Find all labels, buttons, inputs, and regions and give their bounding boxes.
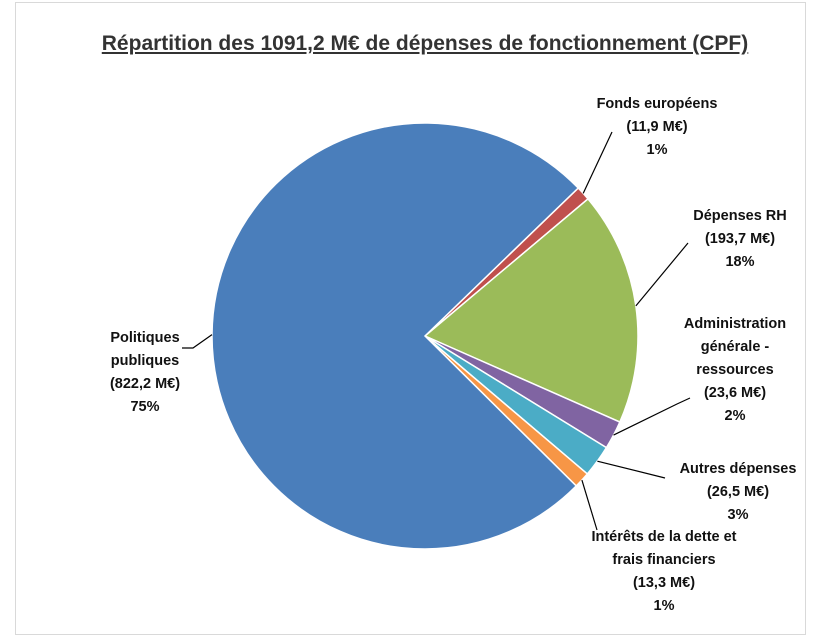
value-label: (193,7 M€) xyxy=(704,231,776,247)
data-label: Administration générale - ressources (23,… xyxy=(670,313,800,428)
category-label: Intérêts de la dette et frais financiers xyxy=(591,529,737,568)
pie-slice xyxy=(423,197,639,424)
percent-label: 3% xyxy=(727,507,749,523)
data-label: Autres dépenses (26,5 M€) 3% xyxy=(663,458,813,527)
pie-slice xyxy=(211,122,580,550)
percent-label: 1% xyxy=(646,142,668,158)
data-label: Politiques publiques (822,2 M€) 75% xyxy=(95,327,195,419)
chart-title: Répartition des 1091,2 M€ de dépenses de… xyxy=(101,32,749,55)
value-label: (11,9 M€) xyxy=(626,119,688,135)
percent-label: 1% xyxy=(653,598,675,614)
category-label: Politiques publiques xyxy=(110,330,180,369)
data-label: Intérêts de la dette et frais financiers… xyxy=(584,526,744,618)
leader-line xyxy=(182,334,213,349)
category-label: Dépenses RH xyxy=(693,208,787,224)
value-label: (26,5 M€) xyxy=(706,484,770,500)
leader-line xyxy=(597,460,666,479)
value-label: (23,6 M€) xyxy=(703,385,767,401)
leader-line xyxy=(582,131,613,194)
percent-label: 2% xyxy=(724,408,746,424)
value-label: (13,3 M€) xyxy=(632,575,696,591)
category-label: Administration générale - ressources xyxy=(683,316,787,378)
category-label: Fonds européens xyxy=(596,96,718,112)
data-label: Dépenses RH (193,7 M€) 18% xyxy=(670,205,810,274)
value-label: (822,2 M€) xyxy=(109,376,181,392)
percent-label: 18% xyxy=(725,254,755,270)
leader-line xyxy=(613,397,691,436)
leader-line xyxy=(635,242,689,307)
data-label: Fonds européens (11,9 M€) 1% xyxy=(572,93,742,162)
leader-line xyxy=(581,479,598,531)
percent-label: 75% xyxy=(130,399,160,415)
category-label: Autres dépenses xyxy=(679,461,797,477)
